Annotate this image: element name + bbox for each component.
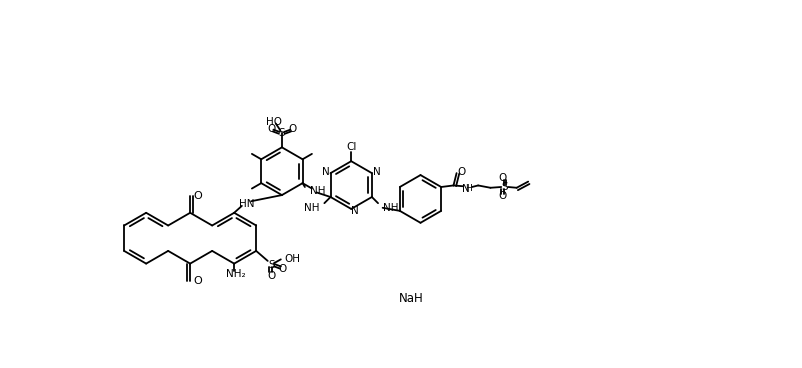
Text: HN: HN — [239, 199, 254, 209]
Text: O: O — [458, 167, 466, 177]
Text: S: S — [278, 128, 286, 138]
Text: O: O — [267, 124, 275, 134]
Text: H: H — [465, 184, 472, 193]
Text: O: O — [193, 276, 202, 286]
Text: HO: HO — [266, 117, 282, 127]
Text: O: O — [267, 270, 276, 280]
Text: O: O — [499, 191, 507, 201]
Text: O: O — [289, 124, 297, 134]
Text: O: O — [193, 191, 202, 201]
Text: S: S — [502, 182, 508, 192]
Text: N: N — [322, 167, 330, 177]
Text: S: S — [268, 260, 275, 270]
Text: NH: NH — [304, 203, 320, 213]
Text: N: N — [462, 184, 470, 194]
Text: NH₂: NH₂ — [226, 269, 245, 279]
Text: NH: NH — [310, 186, 326, 196]
Text: OH: OH — [284, 254, 300, 263]
Text: N: N — [373, 167, 380, 177]
Text: Cl: Cl — [346, 142, 356, 152]
Text: NH: NH — [383, 203, 398, 213]
Text: O: O — [499, 173, 507, 183]
Text: O: O — [278, 263, 286, 274]
Text: N: N — [351, 206, 359, 216]
Text: NaH: NaH — [399, 292, 423, 305]
